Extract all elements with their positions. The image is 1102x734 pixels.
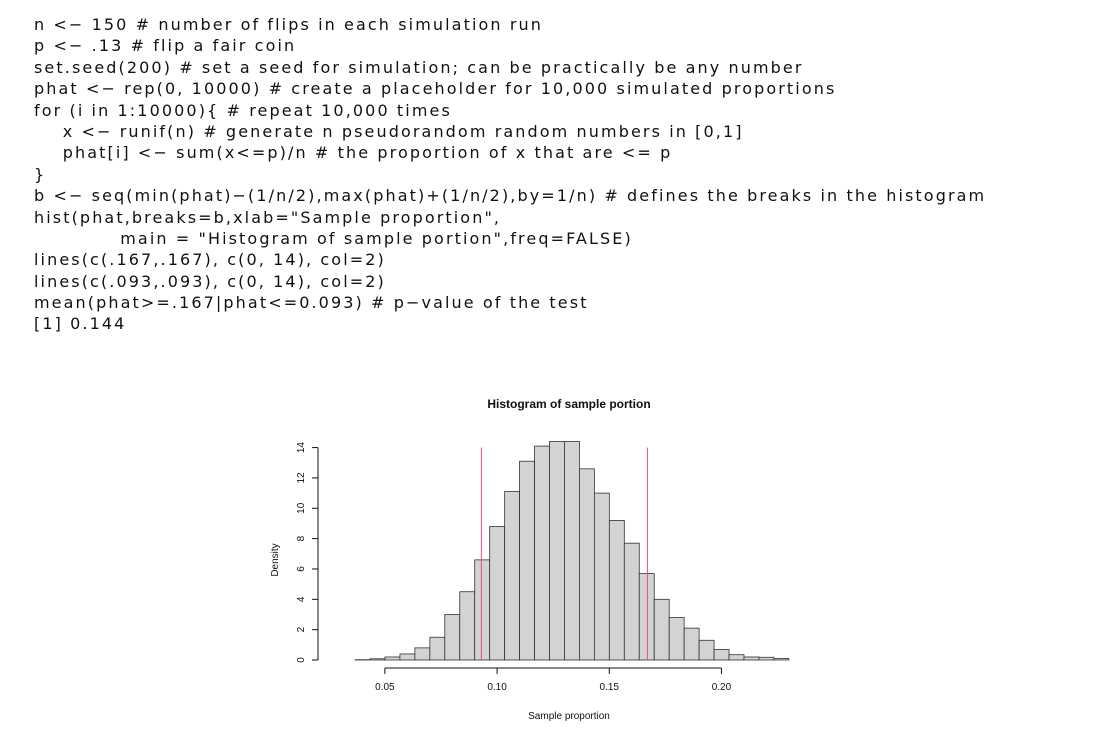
histogram-bar (549, 441, 565, 661)
histogram-bar (593, 492, 610, 661)
code-line: [1] 0.144 (34, 314, 127, 334)
y-tick-label: 10 (296, 502, 307, 514)
y-tick-label: 2 (296, 626, 307, 632)
histogram-bar (579, 468, 595, 661)
code-line: main = "Histogram of sample portion",fre… (34, 228, 633, 248)
y-tick-label: 0 (296, 657, 307, 663)
histogram-bar (399, 653, 416, 661)
histogram-chart: Histogram of sample portion 0.05 0.10 0.15… (270, 397, 790, 722)
histogram-bar (414, 647, 431, 661)
histogram-bar (623, 542, 640, 661)
histogram-bar (683, 627, 700, 661)
x-tick-label: 0.10 (487, 682, 507, 693)
histogram-bar (728, 654, 745, 661)
histogram-bar (444, 614, 461, 661)
code-line: lines(c(.167,.167), c(0, 14), col=2) (34, 250, 386, 270)
histogram-bar (653, 598, 670, 661)
code-line: mean(phat>=.167|phat<=0.093) # p−value o… (34, 293, 589, 313)
y-tick-label: 14 (296, 442, 307, 454)
x-axis: 0.05 0.10 0.15 0.20 (375, 667, 732, 693)
x-tick-label: 0.15 (600, 682, 620, 693)
x-tick-label: 0.20 (712, 682, 732, 693)
histogram-bar (608, 520, 625, 661)
histogram-bar (698, 639, 715, 661)
histogram-bars (354, 441, 790, 661)
histogram-bar (743, 656, 760, 661)
x-tick-label: 0.05 (375, 682, 395, 693)
y-tick-label: 6 (296, 566, 307, 572)
histogram-bar (534, 445, 550, 661)
y-axis-label: Density (270, 543, 281, 576)
code-line: phat[i] <− sum(x<=p)/n # the proportion … (34, 143, 673, 163)
r-code-block: n <− 150 # number of flips in each simul… (34, 14, 1102, 335)
histogram-bar (638, 573, 655, 661)
code-line: } (34, 164, 47, 184)
code-line: n <− 150 # number of flips in each simul… (34, 15, 543, 34)
histogram-bar (668, 617, 685, 661)
y-tick-label: 12 (296, 472, 307, 484)
histogram-bar (369, 658, 386, 661)
x-axis-label: Sample proportion (528, 711, 610, 722)
code-line: b <− seq(min(phat)−(1/n/2),max(phat)+(1/… (34, 186, 987, 206)
code-line: x <− runif(n) # generate n pseudorandom … (34, 121, 744, 141)
histogram-bar (758, 656, 775, 661)
chart-title: Histogram of sample portion (487, 397, 650, 411)
code-line: lines(c(.093,.093), c(0, 14), col=2) (34, 271, 386, 291)
code-line: p <− .13 # flip a fair coin (34, 36, 297, 56)
histogram-bar (474, 559, 491, 661)
histogram-bar (384, 656, 401, 661)
reference-lines (480, 447, 648, 660)
histogram-bar (564, 441, 580, 661)
histogram-bar (519, 460, 535, 661)
histogram-bar (713, 648, 730, 661)
y-tick-label: 8 (296, 535, 307, 541)
histogram-bar (459, 591, 476, 661)
histogram-bar (504, 491, 520, 661)
y-axis: 0 2 4 6 8 10 12 14 (296, 442, 319, 663)
code-line: for (i in 1:10000){ # repeat 10,000 time… (34, 100, 452, 120)
code-line: phat <− rep(0, 10000) # create a placeho… (34, 79, 837, 99)
y-tick-label: 4 (296, 596, 307, 602)
code-line: set.seed(200) # set a seed for simulatio… (34, 57, 804, 77)
code-line: hist(phat,breaks=b,xlab="Sample proporti… (34, 207, 502, 227)
histogram-bar (489, 526, 506, 661)
histogram-bar (429, 636, 446, 661)
histogram-bar (773, 658, 790, 661)
